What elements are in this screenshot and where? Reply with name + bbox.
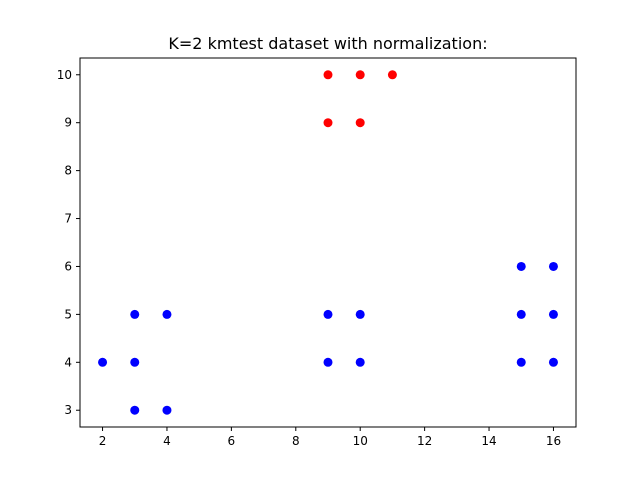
data-point-series-1 bbox=[516, 309, 526, 319]
data-point-series-0 bbox=[387, 70, 397, 80]
x-tick-label: 14 bbox=[481, 434, 496, 448]
y-tick-label: 10 bbox=[57, 68, 72, 82]
data-points bbox=[98, 70, 558, 415]
data-point-series-1 bbox=[323, 309, 333, 319]
data-point-series-1 bbox=[130, 309, 140, 319]
y-tick-label: 7 bbox=[64, 212, 72, 226]
x-tick-label: 12 bbox=[417, 434, 432, 448]
data-point-series-1 bbox=[130, 357, 140, 367]
data-point-series-1 bbox=[130, 405, 140, 415]
y-tick-label: 5 bbox=[64, 307, 72, 321]
x-axis: 2 4 6 8 10 12 14 16 bbox=[99, 427, 561, 448]
y-tick-label: 8 bbox=[64, 164, 72, 178]
y-tick-label: 4 bbox=[64, 355, 72, 369]
x-tick-label: 8 bbox=[292, 434, 300, 448]
data-point-series-1 bbox=[548, 309, 558, 319]
data-point-series-1 bbox=[162, 309, 172, 319]
plot-area-frame bbox=[79, 57, 577, 428]
data-point-series-1 bbox=[162, 405, 172, 415]
data-point-series-0 bbox=[355, 70, 365, 80]
x-tick-label: 16 bbox=[546, 434, 561, 448]
y-tick-label: 3 bbox=[64, 403, 72, 417]
x-tick-label: 2 bbox=[99, 434, 107, 448]
data-point-series-1 bbox=[548, 357, 558, 367]
data-point-series-0 bbox=[323, 70, 333, 80]
data-point-series-1 bbox=[516, 357, 526, 367]
data-point-series-1 bbox=[516, 261, 526, 271]
data-point-series-1 bbox=[323, 357, 333, 367]
data-point-series-0 bbox=[355, 118, 365, 128]
data-point-series-0 bbox=[323, 118, 333, 128]
y-tick-label: 9 bbox=[64, 116, 72, 130]
data-point-series-1 bbox=[98, 357, 108, 367]
x-tick-label: 6 bbox=[228, 434, 236, 448]
data-point-series-1 bbox=[548, 261, 558, 271]
data-point-series-1 bbox=[355, 357, 365, 367]
x-tick-label: 10 bbox=[353, 434, 368, 448]
y-axis: 3 4 5 6 7 8 9 10 bbox=[57, 68, 80, 417]
y-tick-label: 6 bbox=[64, 259, 72, 273]
chart-title: K=2 kmtest dataset with normalization: bbox=[168, 34, 487, 53]
x-tick-label: 4 bbox=[163, 434, 171, 448]
data-point-series-1 bbox=[355, 309, 365, 319]
